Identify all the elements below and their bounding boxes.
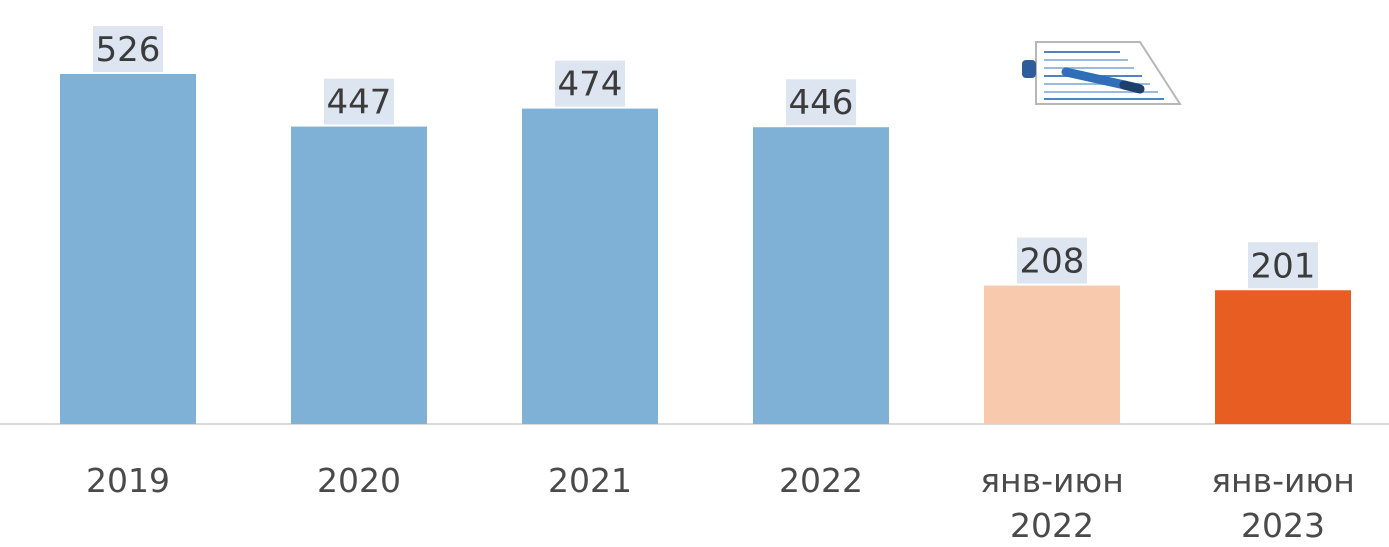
x-tick-label-line: янв-июн bbox=[1211, 461, 1355, 500]
data-label-4: 208 bbox=[1020, 242, 1085, 282]
x-tick-label-1: 2020 bbox=[317, 461, 401, 500]
x-tick-label-2: 2021 bbox=[548, 461, 632, 500]
data-label-box-4 bbox=[1017, 237, 1087, 284]
bar-5 bbox=[1215, 290, 1351, 424]
data-label-box-0 bbox=[93, 26, 163, 72]
bar-3 bbox=[753, 127, 889, 425]
bar-0 bbox=[60, 74, 196, 424]
x-tick-label-line: 2022 bbox=[1010, 506, 1094, 545]
data-labels-layer: 526 447 474 446 208 201 bbox=[93, 26, 1318, 289]
data-label-1: 447 bbox=[327, 83, 392, 123]
x-tick-label-line: 2019 bbox=[86, 461, 170, 500]
data-label-box-2 bbox=[555, 60, 625, 107]
bar-1 bbox=[291, 126, 427, 425]
x-tick-label-line: 2021 bbox=[548, 461, 632, 500]
x-tick-label-line: янв-июн bbox=[980, 461, 1124, 500]
data-label-box-1 bbox=[324, 78, 394, 125]
data-label-0: 526 bbox=[96, 30, 161, 70]
data-label-3: 446 bbox=[789, 83, 854, 123]
data-label-5: 201 bbox=[1251, 246, 1316, 286]
x-tick-labels-layer: 2019 2020 2021 2022 янв-июн 2022 янв-июн 2023 bbox=[86, 461, 1355, 545]
data-label-box-5 bbox=[1248, 242, 1318, 289]
bar-2 bbox=[522, 108, 658, 424]
x-tick-label-5: янв-июн 2023 bbox=[1211, 461, 1355, 545]
bar-4 bbox=[984, 285, 1120, 424]
x-tick-label-3: 2022 bbox=[779, 461, 863, 500]
x-tick-label-line: 2023 bbox=[1241, 506, 1325, 545]
document-with-pen-icon bbox=[1022, 41, 1182, 105]
x-tick-label-line: 2020 bbox=[317, 461, 401, 500]
x-tick-label-0: 2019 bbox=[86, 461, 170, 500]
data-label-box-3 bbox=[786, 79, 856, 126]
x-tick-label-line: 2022 bbox=[779, 461, 863, 500]
data-label-2: 474 bbox=[558, 65, 623, 105]
bars-layer bbox=[60, 74, 1351, 425]
x-tick-label-4: янв-июн 2022 bbox=[980, 461, 1124, 545]
